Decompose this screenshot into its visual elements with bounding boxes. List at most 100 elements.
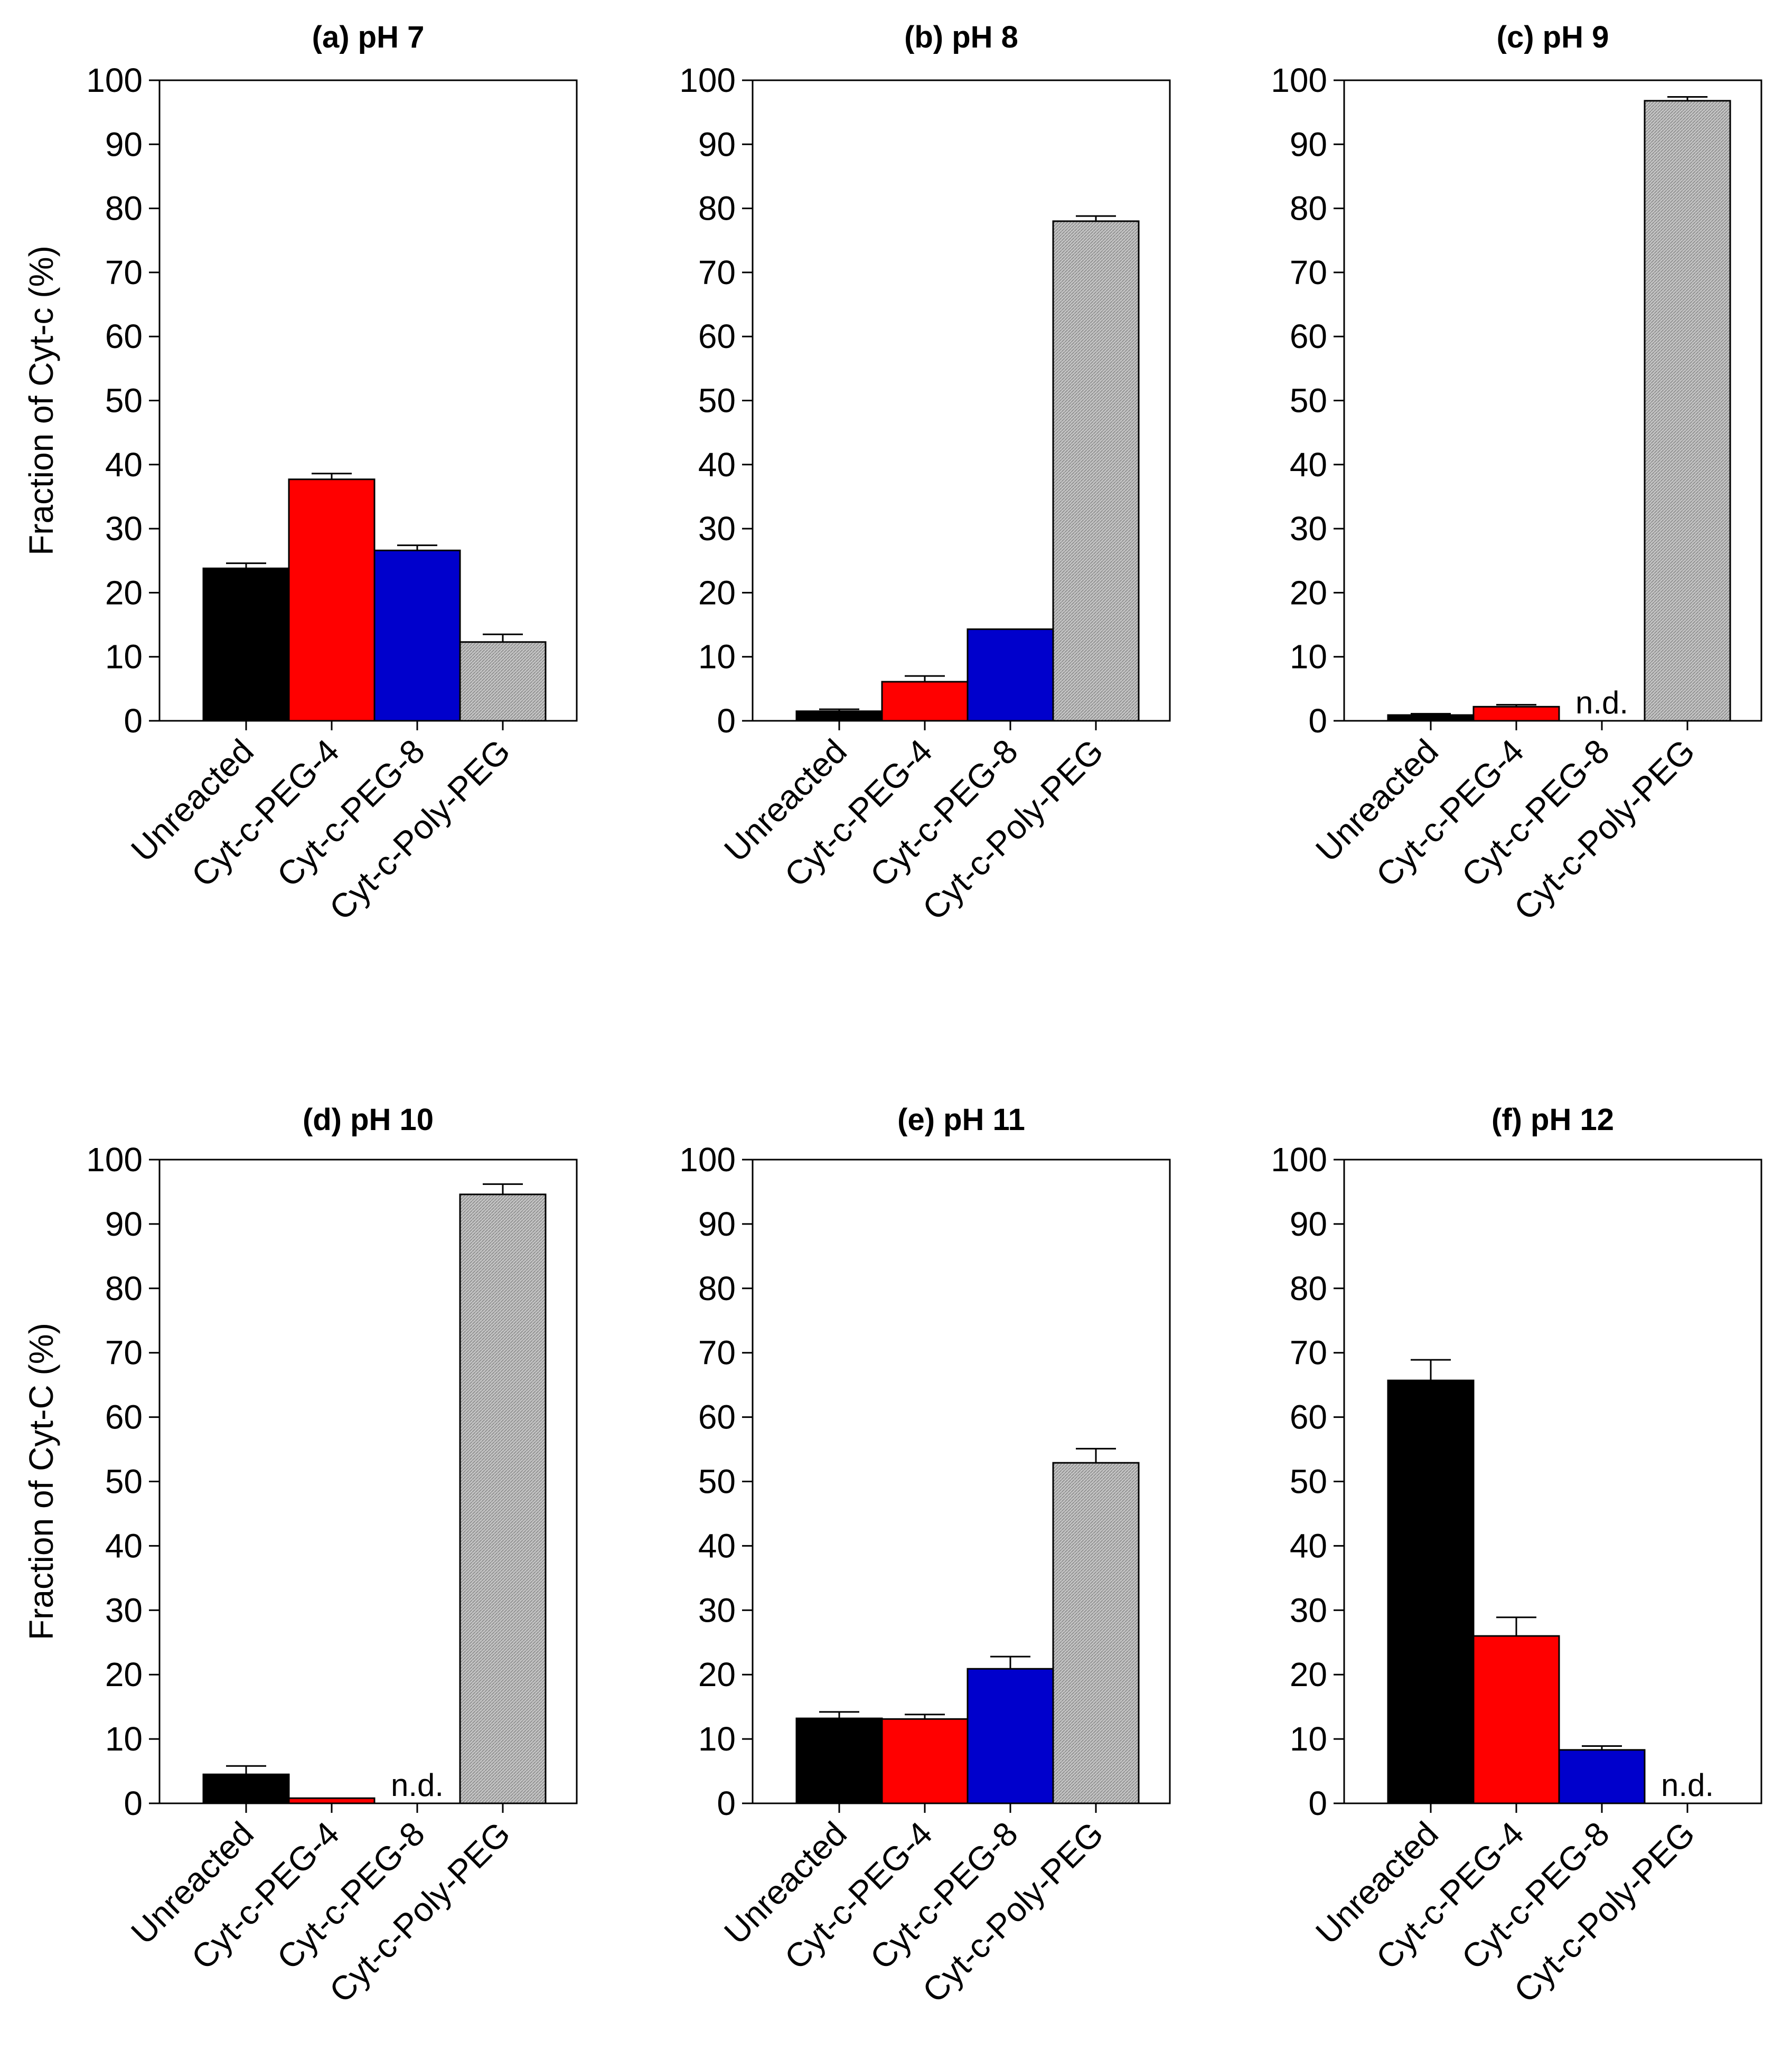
- chart-panel-5: (e) pH 11UnreactedCyt-c-PEG-4Cyt-c-PEG-8…: [679, 1103, 1171, 2010]
- y-tick-label: 60: [105, 317, 143, 355]
- y-axis-label: Fraction of Cyt-c (%): [22, 246, 60, 556]
- y-tick-label: 30: [105, 1591, 143, 1629]
- y-tick-label: 50: [1290, 382, 1327, 420]
- y-tick-label: 10: [698, 1720, 736, 1758]
- bar-cyt-c-poly-peg: [459, 1193, 547, 1804]
- chart-panel-2: (b) pH 8UnreactedCyt-c-PEG-4Cyt-c-PEG-8C…: [679, 20, 1171, 927]
- y-tick-label: 70: [105, 253, 143, 291]
- y-tick-label: 20: [698, 573, 736, 611]
- bar-unreacted: [795, 1717, 883, 1804]
- x-tick-label: Cyt-c-PEG-8: [863, 732, 1025, 894]
- bar-cyt-c-peg-4: [1472, 705, 1560, 722]
- y-tick-label: 0: [1308, 1784, 1327, 1822]
- y-tick-label: 30: [1290, 1591, 1327, 1629]
- y-tick-label: 70: [1290, 253, 1327, 291]
- y-tick-label: 60: [698, 1398, 736, 1436]
- x-tick-label: Cyt-c-PEG-8: [1455, 1814, 1617, 1977]
- y-tick-label: 10: [1290, 1720, 1327, 1758]
- x-tick-label: Cyt-c-PEG-4: [1369, 732, 1531, 894]
- y-tick-label: 100: [1271, 1141, 1327, 1179]
- panel-title: (e) pH 11: [897, 1103, 1025, 1137]
- y-tick-label: 40: [698, 1527, 736, 1565]
- y-tick-label: 50: [105, 382, 143, 420]
- bar-cyt-c-peg-8: [967, 1668, 1054, 1804]
- x-tick-label: Cyt-c-PEG-4: [184, 732, 346, 894]
- y-tick-label: 100: [1271, 61, 1327, 99]
- y-tick-label: 90: [698, 1205, 736, 1243]
- x-tick-label: Cyt-c-PEG-4: [777, 1814, 940, 1977]
- bar-cyt-c-peg-4: [881, 681, 969, 722]
- panel-title: (a) pH 7: [312, 20, 425, 54]
- y-tick-label: 40: [698, 446, 736, 484]
- bar-cyt-c-peg-4: [288, 478, 376, 722]
- y-tick-label: 50: [105, 1463, 143, 1501]
- y-tick-label: 90: [698, 125, 736, 163]
- bar-unreacted: [202, 567, 290, 722]
- bar-cyt-c-poly-peg: [459, 641, 547, 722]
- y-tick-label: 90: [1290, 125, 1327, 163]
- annotation-nd: n.d.: [391, 1767, 444, 1803]
- panel-title: (b) pH 8: [904, 20, 1018, 54]
- y-tick-label: 90: [1290, 1205, 1327, 1243]
- x-tick-label: Cyt-c-PEG-8: [270, 732, 432, 894]
- y-tick-label: 20: [698, 1655, 736, 1694]
- bar-unreacted: [1387, 714, 1475, 722]
- y-tick-label: 90: [105, 1205, 143, 1243]
- x-tick-label: Cyt-c-PEG-8: [863, 1814, 1025, 1977]
- y-tick-label: 40: [105, 1527, 143, 1565]
- y-tick-label: 80: [105, 1269, 143, 1307]
- y-tick-label: 10: [105, 1720, 143, 1758]
- y-tick-label: 60: [105, 1398, 143, 1436]
- y-tick-label: 0: [124, 702, 143, 740]
- x-tick-label: Cyt-c-PEG-4: [1369, 1814, 1531, 1977]
- y-tick-label: 100: [679, 1141, 736, 1179]
- panel-title: (d) pH 10: [303, 1103, 434, 1137]
- x-tick-label: Cyt-c-PEG-4: [184, 1814, 346, 1977]
- bar-unreacted: [202, 1773, 290, 1804]
- y-tick-label: 20: [105, 573, 143, 611]
- y-tick-label: 80: [1290, 190, 1327, 228]
- annotation-nd: n.d.: [1661, 1767, 1714, 1803]
- y-tick-label: 20: [105, 1655, 143, 1694]
- y-tick-label: 40: [105, 446, 143, 484]
- x-tick-label: Cyt-c-PEG-4: [777, 732, 940, 894]
- y-tick-label: 10: [1290, 638, 1327, 676]
- y-tick-label: 10: [698, 638, 736, 676]
- y-tick-label: 70: [698, 1334, 736, 1372]
- bar-cyt-c-peg-8: [373, 549, 461, 722]
- y-tick-label: 30: [1290, 510, 1327, 548]
- y-tick-label: 70: [105, 1334, 143, 1372]
- y-tick-label: 40: [1290, 1527, 1327, 1565]
- y-tick-label: 30: [698, 510, 736, 548]
- y-tick-label: 30: [105, 510, 143, 548]
- y-tick-label: 40: [1290, 446, 1327, 484]
- y-tick-label: 0: [717, 1784, 736, 1822]
- bar-cyt-c-poly-peg: [1052, 220, 1140, 722]
- y-tick-label: 70: [1290, 1334, 1327, 1372]
- chart-panel-3: (c) pH 9UnreactedCyt-c-PEG-4Cyt-c-PEG-8C…: [1271, 20, 1762, 927]
- y-tick-label: 70: [698, 253, 736, 291]
- y-tick-label: 50: [1290, 1463, 1327, 1501]
- bar-cyt-c-peg-8: [1558, 1749, 1646, 1804]
- y-tick-label: 20: [1290, 573, 1327, 611]
- y-tick-label: 80: [698, 1269, 736, 1307]
- panel-title: (c) pH 9: [1497, 20, 1609, 54]
- y-tick-label: 80: [105, 190, 143, 228]
- y-tick-label: 60: [1290, 1398, 1327, 1436]
- y-tick-label: 10: [105, 638, 143, 676]
- bar-cyt-c-peg-8: [967, 628, 1054, 722]
- bar-cyt-c-peg-4: [881, 1718, 969, 1804]
- y-tick-label: 30: [698, 1591, 736, 1629]
- y-tick-label: 0: [1308, 702, 1327, 740]
- y-tick-label: 60: [1290, 317, 1327, 355]
- y-tick-label: 50: [698, 382, 736, 420]
- chart-panel-6: (f) pH 12UnreactedCyt-c-PEG-4Cyt-c-PEG-8…: [1271, 1103, 1762, 2010]
- bar-cyt-c-poly-peg: [1644, 100, 1731, 722]
- bar-unreacted: [1387, 1379, 1475, 1804]
- bar-unreacted: [795, 710, 883, 722]
- y-tick-label: 50: [698, 1463, 736, 1501]
- y-tick-label: 90: [105, 125, 143, 163]
